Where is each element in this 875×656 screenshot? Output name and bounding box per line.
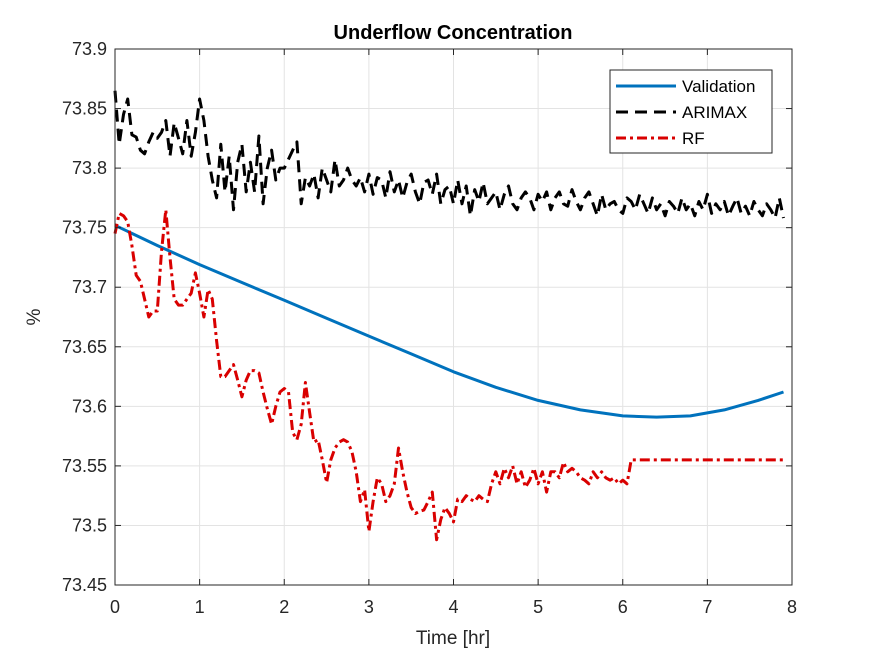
x-tick-label: 6 [618,597,628,617]
x-tick-label: 8 [787,597,797,617]
axis-ticks: 0 1 2 3 4 5 6 7 8 73.45 73.5 73.55 73.6 73.65 73.7 73.7… [62,39,797,617]
x-tick-label: 4 [448,597,458,617]
y-tick-label: 73.7 [72,277,107,297]
x-tick-label: 0 [110,597,120,617]
y-axis-label: % [24,308,45,325]
y-tick-label: 73.85 [62,99,107,119]
series-line-rf [113,208,784,542]
x-tick-label: 1 [195,597,205,617]
x-tick-label: 3 [364,597,374,617]
legend-label-arimax: ARIMAX [682,103,747,122]
x-tick-label: 2 [279,597,289,617]
y-tick-label: 73.5 [72,515,107,535]
legend-label-rf: RF [682,129,705,148]
x-tick-label: 7 [702,597,712,617]
y-tick-label: 73.8 [72,158,107,178]
series-line-validation [114,223,784,419]
x-tick-label: 5 [533,597,543,617]
y-tick-label: 73.75 [62,218,107,238]
x-axis-label: Time [hr] [416,628,490,649]
y-tick-label: 73.55 [62,456,107,476]
series-group [113,90,785,542]
y-tick-label: 73.6 [72,396,107,416]
chart-title: Underflow Concentration [334,22,573,44]
legend-label-validation: Validation [682,77,755,96]
y-tick-label: 73.65 [62,337,107,357]
y-tick-label: 73.9 [72,39,107,59]
series-line-arimax [113,90,785,220]
legend: Validation ARIMAX RF [609,69,773,154]
y-tick-label: 73.45 [62,575,107,595]
